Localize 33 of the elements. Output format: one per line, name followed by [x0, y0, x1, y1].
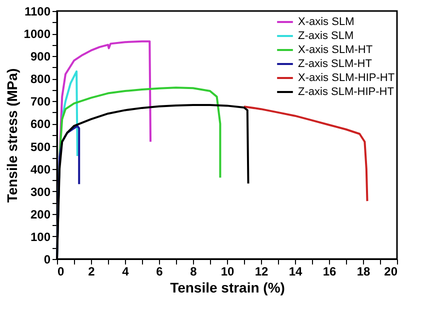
y-tick-label: 400	[30, 162, 51, 176]
y-tick-label: 100	[30, 230, 51, 244]
legend-label: Z-axis SLM	[298, 30, 354, 42]
x-tick-label: 6	[156, 264, 164, 278]
x-axis-title: Tensile strain (%)	[170, 280, 285, 296]
y-tick-label: 500	[30, 140, 51, 154]
x-tick-label: 14	[288, 264, 302, 278]
y-tick-label: 300	[30, 184, 51, 199]
line-series	[61, 70, 78, 157]
y-axis-title: Tensile stress (MPa)	[4, 68, 20, 203]
x-tick-label: 16	[322, 264, 336, 278]
x-tick-label: 2	[88, 264, 96, 278]
y-tick-label: 0	[44, 252, 51, 266]
legend-label: X-axis SLM	[298, 16, 354, 28]
line-series	[243, 106, 368, 202]
y-tick-label: 600	[30, 117, 51, 132]
x-tick-label: 12	[254, 264, 268, 278]
x-tick-label: 20	[384, 264, 398, 278]
legend-label: Z-axis SLM-HT	[298, 58, 372, 70]
y-tick-label: 1000	[24, 27, 51, 42]
y-tick-label: 200	[30, 207, 51, 222]
x-tick-label: 10	[220, 264, 234, 278]
legend-label: X-axis SLM-HT	[298, 44, 373, 56]
x-tick-label: 8	[190, 264, 198, 278]
legend-label: Z-axis SLM-HIP-HT	[298, 86, 394, 98]
y-tick-label: 700	[30, 94, 51, 109]
y-tick-label: 800	[30, 72, 51, 86]
y-tick-label: 1100	[24, 4, 51, 18]
x-tick-label: 0	[58, 264, 64, 278]
legend-label: X-axis SLM-HIP-HT	[298, 72, 395, 84]
y-tick-label: 900	[30, 50, 51, 64]
x-tick-label: 4	[122, 264, 130, 278]
x-tick-label: 18	[356, 264, 370, 278]
